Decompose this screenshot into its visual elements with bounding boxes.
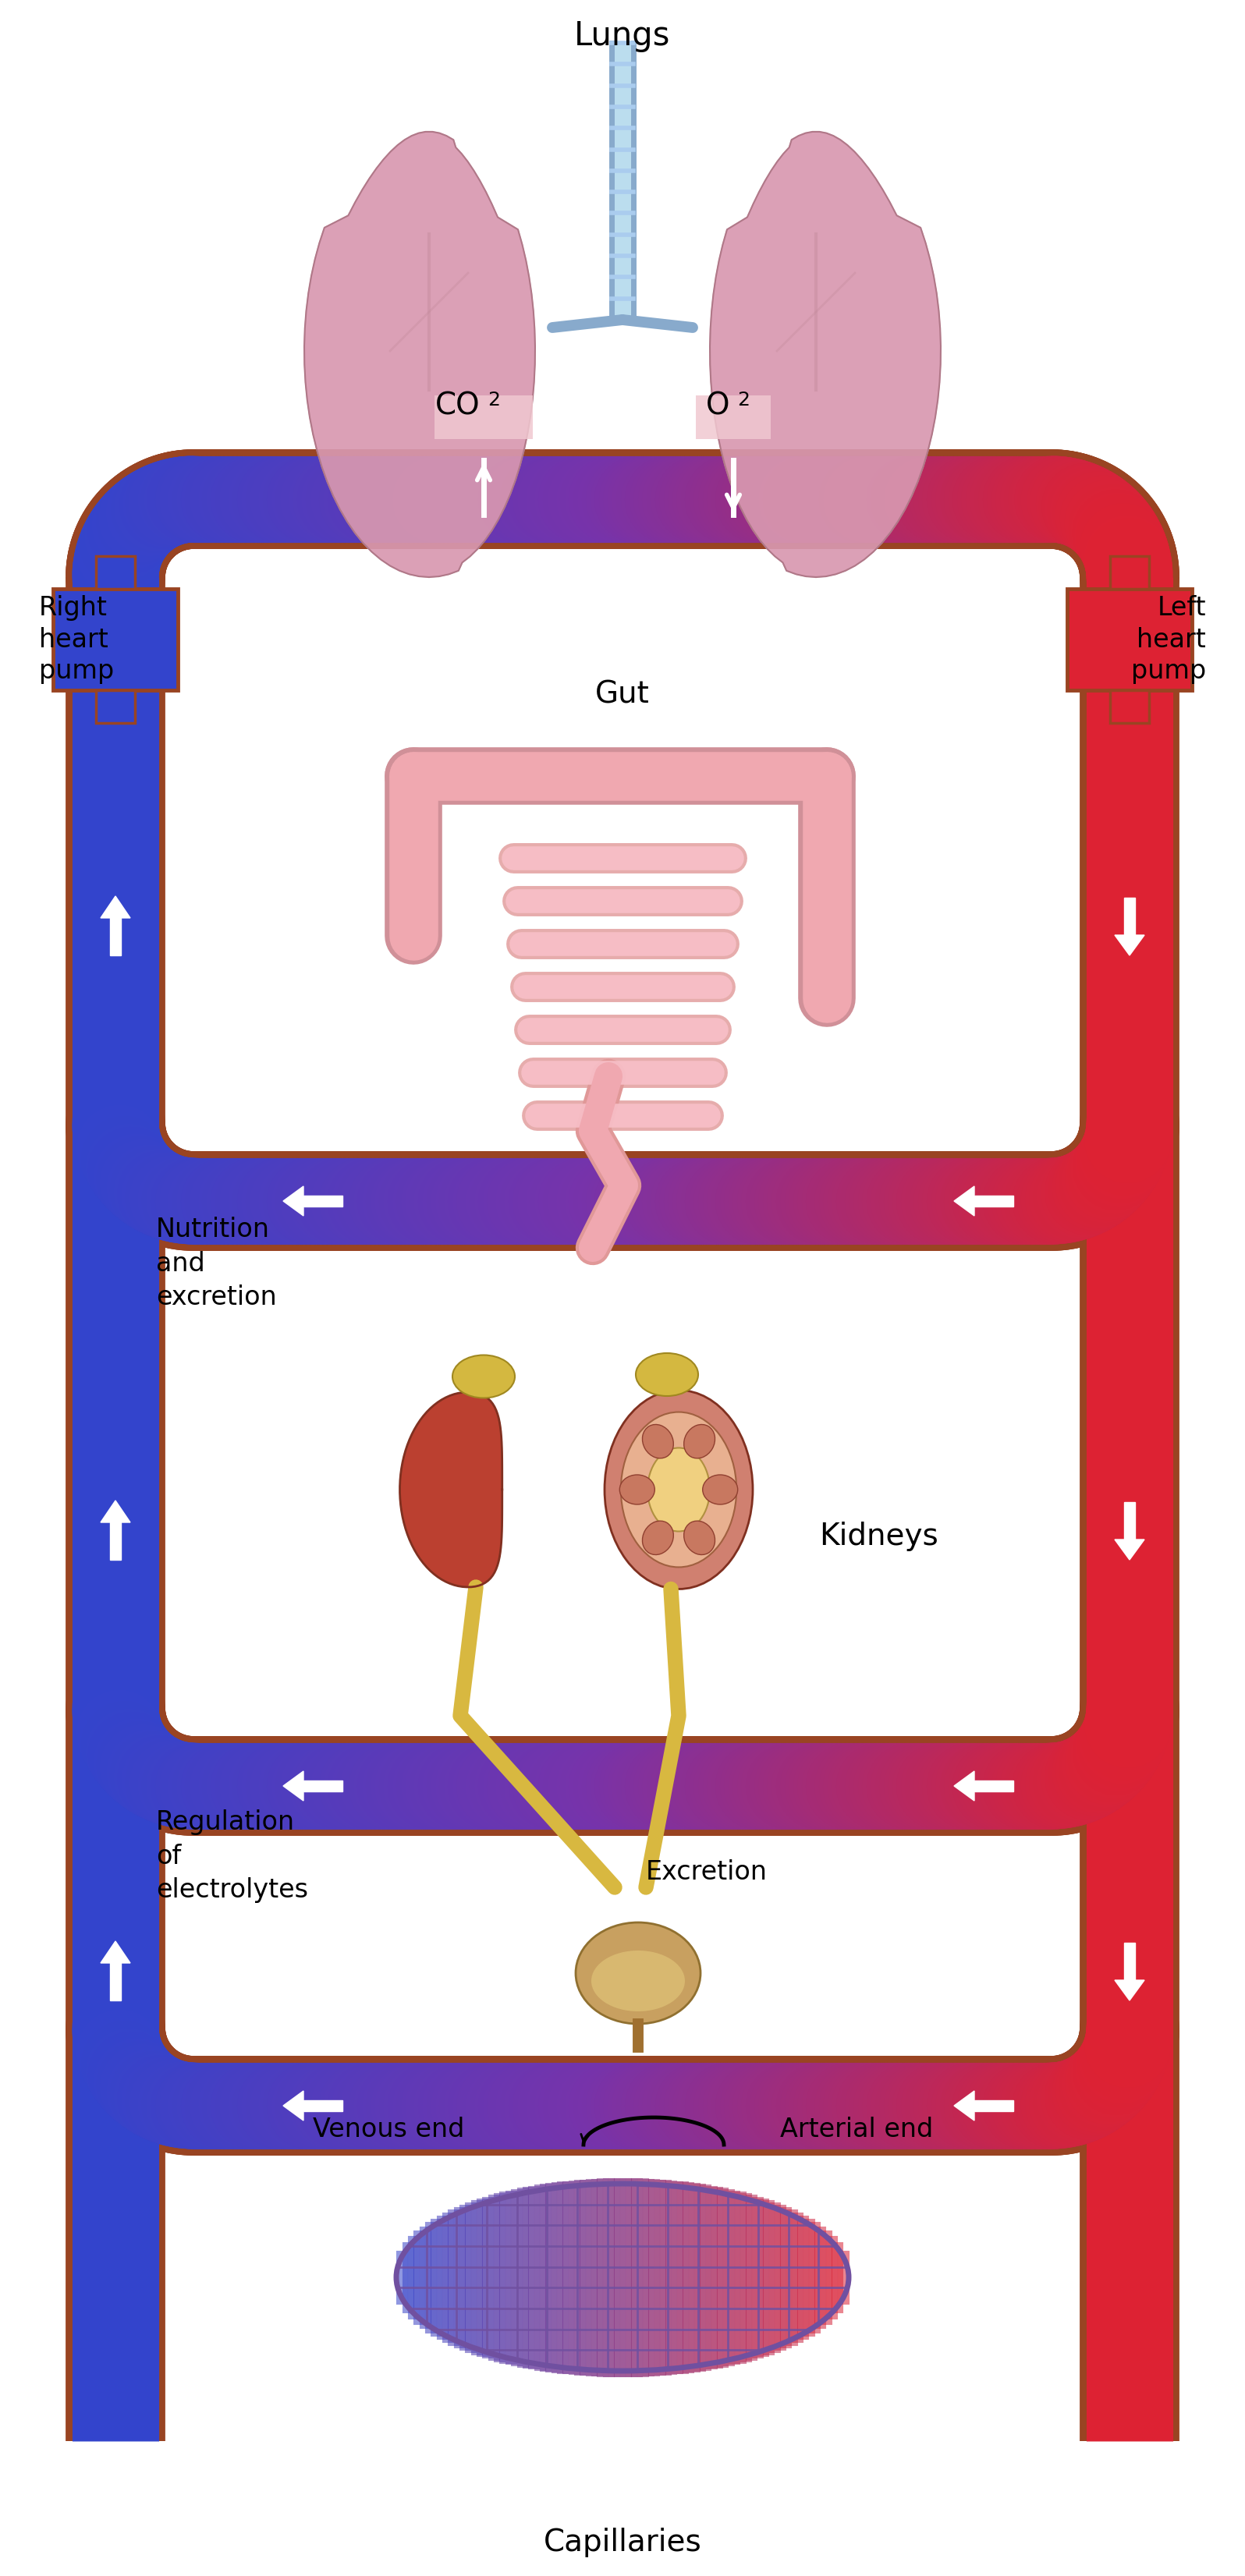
Text: O: O xyxy=(706,392,730,420)
Bar xyxy=(110,1520,121,1561)
Text: Nutrition
and
excretion: Nutrition and excretion xyxy=(156,1216,276,1311)
Text: Left
heart
pump: Left heart pump xyxy=(1130,595,1206,685)
Text: Right
heart
pump: Right heart pump xyxy=(39,595,115,685)
Bar xyxy=(96,690,134,724)
Text: Gut: Gut xyxy=(595,680,650,708)
Polygon shape xyxy=(1114,1981,1144,2002)
Bar xyxy=(1124,896,1135,938)
Text: Capillaries: Capillaries xyxy=(543,2527,702,2558)
Bar xyxy=(54,590,178,690)
Bar xyxy=(304,2099,342,2112)
Text: Arterial end: Arterial end xyxy=(779,2117,933,2143)
Polygon shape xyxy=(710,131,941,577)
Polygon shape xyxy=(1114,1540,1144,1561)
Polygon shape xyxy=(101,1502,131,1522)
Bar xyxy=(304,1780,342,1790)
Bar xyxy=(975,1195,1013,1206)
FancyBboxPatch shape xyxy=(435,394,533,438)
Bar xyxy=(1124,1502,1135,1540)
Text: Venous end: Venous end xyxy=(312,2117,464,2143)
Ellipse shape xyxy=(621,1412,737,1566)
Text: Lungs: Lungs xyxy=(574,21,671,52)
Ellipse shape xyxy=(642,1425,674,1458)
Text: 2: 2 xyxy=(737,392,749,410)
Bar xyxy=(1067,590,1191,690)
Polygon shape xyxy=(101,1942,131,1963)
Polygon shape xyxy=(400,1391,502,1587)
FancyBboxPatch shape xyxy=(696,394,771,438)
Bar xyxy=(110,1960,121,2002)
Text: Excretion: Excretion xyxy=(646,1860,768,1886)
Bar xyxy=(1111,690,1149,724)
Polygon shape xyxy=(283,1185,304,1216)
Bar xyxy=(975,1780,1013,1790)
Text: Regulation
of
electrolytes: Regulation of electrolytes xyxy=(156,1808,308,1904)
Polygon shape xyxy=(954,1185,975,1216)
Polygon shape xyxy=(304,131,535,577)
Bar xyxy=(110,917,121,956)
Polygon shape xyxy=(283,2092,304,2120)
Bar xyxy=(1111,556,1149,590)
Ellipse shape xyxy=(620,1476,655,1504)
Ellipse shape xyxy=(605,1391,753,1589)
Text: Kidneys: Kidneys xyxy=(819,1522,939,1551)
Ellipse shape xyxy=(647,1448,710,1530)
Bar xyxy=(96,556,134,590)
Polygon shape xyxy=(1114,935,1144,956)
Ellipse shape xyxy=(575,1922,701,2025)
Text: 2: 2 xyxy=(488,392,500,410)
Bar xyxy=(975,2099,1013,2112)
Ellipse shape xyxy=(684,1520,715,1556)
Ellipse shape xyxy=(636,1352,698,1396)
Polygon shape xyxy=(954,1772,975,1801)
Ellipse shape xyxy=(642,1520,674,1556)
Polygon shape xyxy=(283,1772,304,1801)
Ellipse shape xyxy=(591,1950,685,2012)
Ellipse shape xyxy=(452,1355,515,1399)
Bar xyxy=(1124,1942,1135,1981)
Polygon shape xyxy=(954,2092,975,2120)
Ellipse shape xyxy=(702,1476,738,1504)
Bar xyxy=(304,1195,342,1206)
Bar xyxy=(611,44,634,319)
Text: CO: CO xyxy=(435,392,479,420)
Ellipse shape xyxy=(684,1425,715,1458)
Polygon shape xyxy=(101,896,131,917)
